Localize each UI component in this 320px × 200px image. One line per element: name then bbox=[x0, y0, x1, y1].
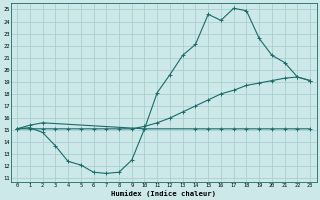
X-axis label: Humidex (Indice chaleur): Humidex (Indice chaleur) bbox=[111, 190, 216, 197]
